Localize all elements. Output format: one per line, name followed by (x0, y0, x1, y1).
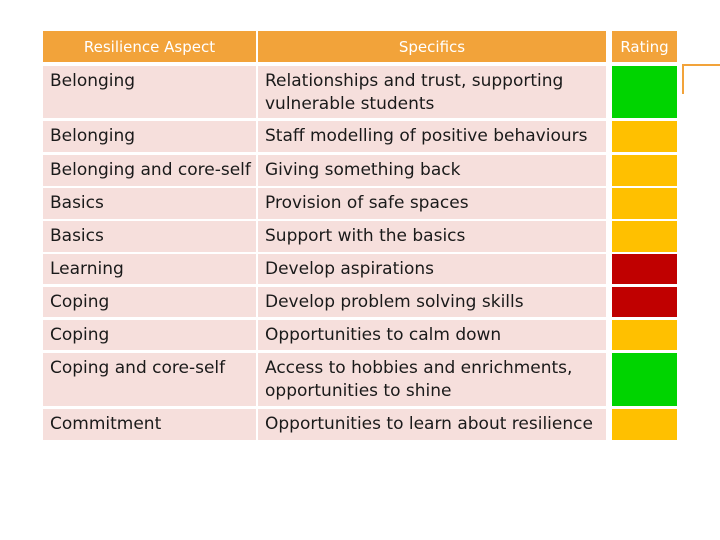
row-specifics: Develop problem solving skills (258, 287, 606, 317)
header-resilience-aspect: Resilience Aspect (43, 31, 256, 62)
row-specifics: Staff modelling of positive behaviours (258, 121, 606, 152)
decorative-corner-line (682, 64, 720, 66)
row-aspect: Basics (43, 221, 256, 252)
row-aspect: Coping (43, 287, 256, 317)
row-aspect: Belonging (43, 66, 256, 118)
rating-amber-indicator (612, 155, 677, 186)
rating-green-indicator (612, 353, 677, 406)
row-aspect: Coping (43, 320, 256, 350)
row-specifics: Opportunities to calm down (258, 320, 606, 350)
rating-amber-indicator (612, 409, 677, 440)
rating-red-indicator (612, 254, 677, 284)
header-rating: Rating (612, 31, 677, 62)
row-aspect: Learning (43, 254, 256, 284)
rating-amber-indicator (612, 121, 677, 152)
row-specifics: Opportunities to learn about resilience (258, 409, 606, 440)
row-specifics: Develop aspirations (258, 254, 606, 284)
rating-green-indicator (612, 66, 677, 118)
row-aspect: Commitment (43, 409, 256, 440)
row-aspect: Coping and core-self (43, 353, 256, 406)
rating-amber-indicator (612, 221, 677, 252)
rating-amber-indicator (612, 188, 677, 219)
row-aspect: Basics (43, 188, 256, 219)
row-specifics: Provision of safe spaces (258, 188, 606, 219)
decorative-corner-line (682, 64, 684, 94)
row-specifics: Access to hobbies and enrichments, oppor… (258, 353, 606, 406)
rating-amber-indicator (612, 320, 677, 350)
row-specifics: Relationships and trust, supporting vuln… (258, 66, 606, 118)
row-specifics: Support with the basics (258, 221, 606, 252)
row-aspect: Belonging (43, 121, 256, 152)
header-specifics: Specifics (258, 31, 606, 62)
rating-red-indicator (612, 287, 677, 317)
row-aspect: Belonging and core-self (43, 155, 256, 186)
row-specifics: Giving something back (258, 155, 606, 186)
